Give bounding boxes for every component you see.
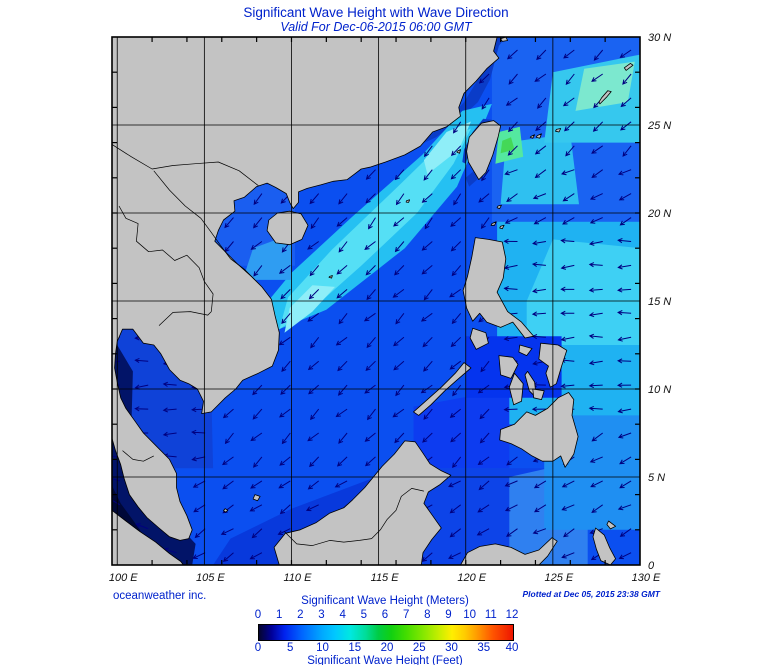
feet-tick: 30 — [445, 642, 458, 654]
country-border — [112, 144, 259, 186]
landmass — [112, 509, 184, 565]
meters-tick: 12 — [505, 609, 519, 621]
meters-tick: 7 — [402, 609, 410, 621]
meters-tick: 3 — [318, 609, 325, 621]
legend-feet-label: Significant Wave Height (Feet) — [307, 655, 463, 665]
meters-tick: 2 — [297, 609, 304, 621]
country-border — [118, 205, 214, 312]
landmass — [518, 344, 533, 357]
landmass — [498, 355, 519, 379]
lon-label: 125 E — [544, 572, 573, 584]
landmass — [223, 508, 229, 513]
landmass — [532, 388, 545, 401]
feet-tick: 35 — [477, 642, 491, 654]
colorbar-gradient — [258, 624, 514, 641]
country-border — [153, 170, 256, 281]
plotted-timestamp: Plotted at Dec 05, 2015 23:38 GMT — [522, 589, 660, 599]
feet-tick: 40 — [505, 642, 519, 654]
landmass — [496, 204, 502, 210]
legend-feet-ticks: 0 5 10 15 20 25 30 35 40 — [254, 642, 519, 654]
minor-ticks — [112, 37, 640, 565]
country-border — [284, 488, 424, 546]
meters-tick: 0 — [254, 609, 262, 621]
legend-meters-ticks: 0 1 2 3 4 5 6 7 8 9 10 11 12 — [254, 609, 519, 621]
axis-labels: 30 N 25 N 20 N 15 N 10 N 5 N 0 100 E 105 E 110 E 1… — [109, 32, 671, 584]
feet-tick: 10 — [316, 642, 329, 654]
valid-time-subtitle: Valid For Dec-06-2015 06:00 GMT — [280, 20, 472, 34]
landmass — [490, 221, 497, 226]
meters-tick: 6 — [381, 609, 389, 621]
landmass — [623, 63, 634, 71]
landmass — [535, 133, 542, 139]
landmass — [328, 275, 333, 279]
feet-tick: 25 — [412, 642, 426, 654]
lat-label: 10 N — [648, 384, 671, 396]
land-layer — [112, 37, 634, 565]
landmass — [462, 237, 535, 339]
lat-label: 25 N — [647, 120, 671, 132]
landmass — [405, 199, 411, 203]
landmass — [469, 327, 489, 350]
lon-label: 110 E — [284, 572, 313, 584]
feet-tick: 0 — [254, 642, 262, 654]
landmass — [273, 440, 452, 565]
landmass — [499, 224, 505, 230]
landmass — [555, 128, 562, 133]
landmass — [529, 134, 535, 139]
feet-tick: 5 — [287, 642, 294, 654]
lon-label: 130 E — [632, 572, 661, 584]
lat-label: 20 N — [647, 208, 671, 220]
landmass — [499, 392, 579, 468]
country-border — [122, 450, 154, 462]
meters-tick: 4 — [339, 609, 346, 621]
legend-meters-label: Significant Wave Height (Meters) — [301, 595, 469, 607]
meters-tick: 10 — [463, 609, 477, 621]
lat-label: 0 — [648, 560, 655, 572]
meters-tick: 5 — [360, 609, 368, 621]
lat-label: 15 N — [648, 296, 671, 308]
landmass — [252, 494, 261, 502]
page-title: Significant Wave Height with Wave Direct… — [243, 5, 509, 20]
country-border — [158, 311, 212, 326]
landmass — [598, 90, 612, 105]
lon-label: 105 E — [196, 572, 225, 584]
lat-label: 30 N — [648, 32, 671, 44]
lon-label: 115 E — [371, 572, 400, 584]
oceanweather-credit: oceanweather inc. — [113, 590, 207, 602]
landmass — [466, 120, 502, 181]
landmass — [456, 149, 461, 154]
landmass — [266, 210, 309, 246]
lat-label: 5 N — [648, 472, 665, 484]
landmass — [592, 527, 616, 565]
meters-tick: 11 — [484, 609, 497, 621]
map-frame — [111, 36, 641, 566]
lon-label: 100 E — [109, 572, 138, 584]
meters-tick: 9 — [445, 609, 452, 621]
landmass — [460, 537, 558, 565]
landmass — [606, 520, 616, 530]
meters-tick: 1 — [275, 609, 283, 621]
feet-tick: 15 — [348, 642, 362, 654]
meters-tick: 8 — [424, 609, 431, 621]
feet-tick: 20 — [380, 642, 394, 654]
lon-label: 120 E — [457, 572, 486, 584]
